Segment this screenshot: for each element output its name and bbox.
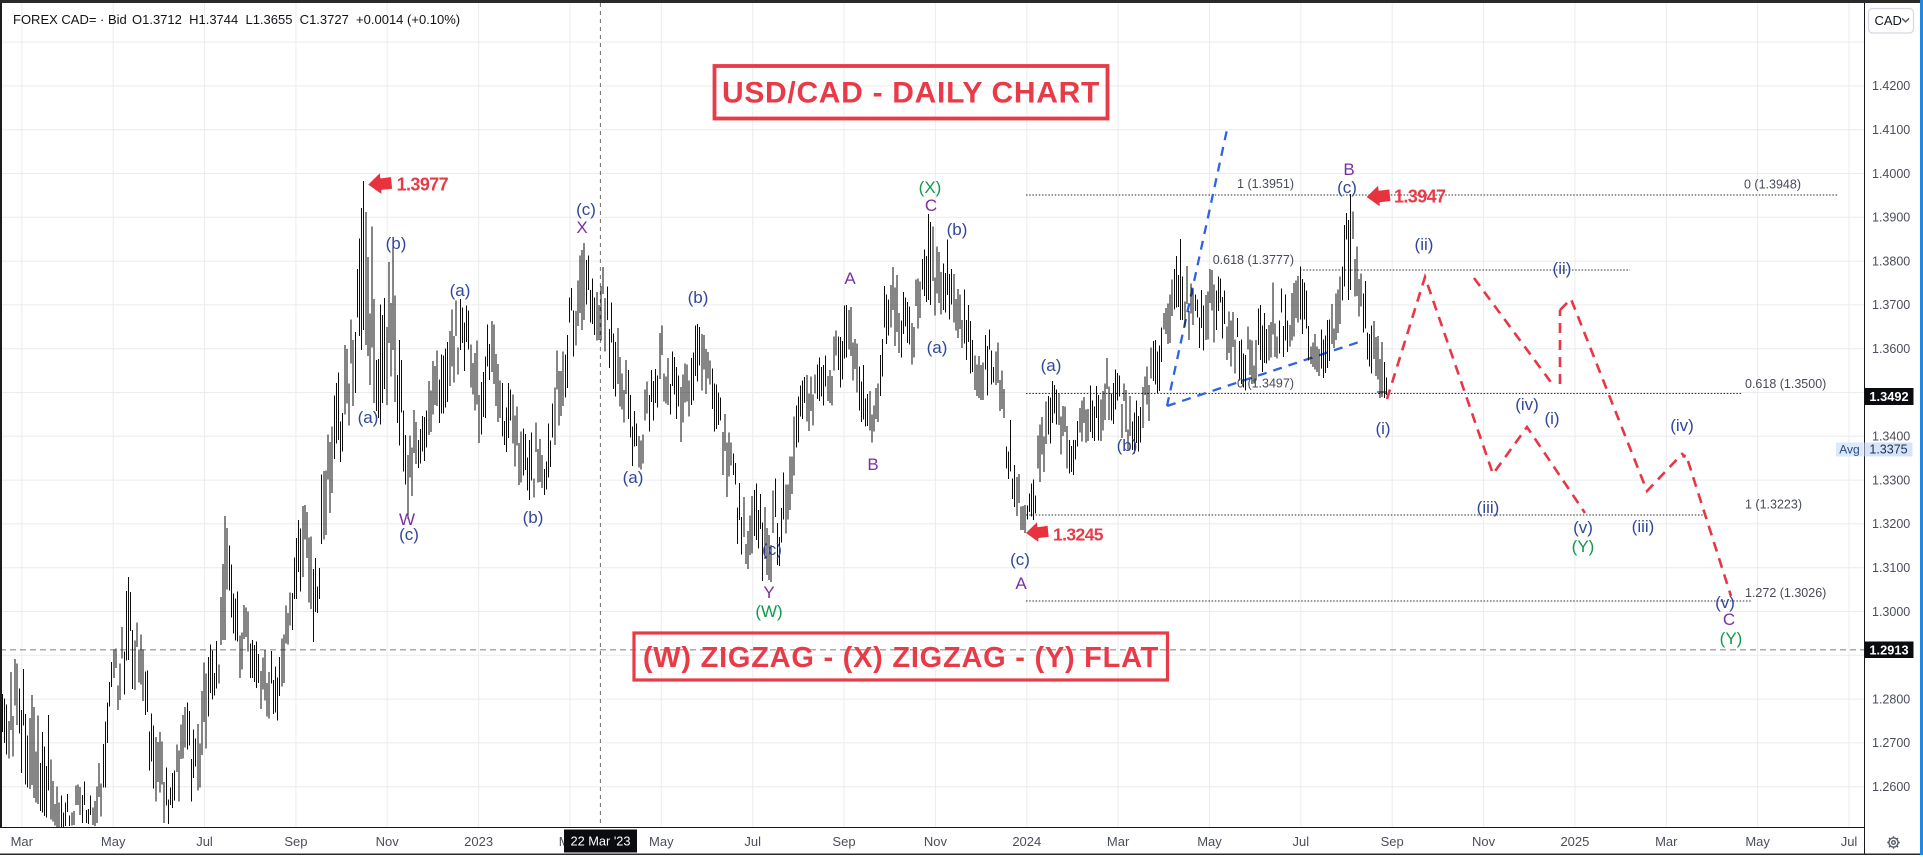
svg-text:USD/CAD - DAILY CHART: USD/CAD - DAILY CHART [722,77,1100,110]
svg-text:0.618 (1.3777): 0.618 (1.3777) [1213,253,1294,267]
svg-text:(iv): (iv) [1670,416,1694,435]
svg-text:(Y): (Y) [1720,629,1743,648]
svg-text:B: B [867,455,878,474]
svg-text:(iii): (iii) [1632,517,1655,536]
svg-text:C: C [1723,610,1735,629]
svg-text:(c): (c) [762,540,782,559]
svg-text:(b): (b) [1117,436,1138,455]
svg-text:O1.3712 H1.3744 L1.3655 C1.: O1.3712 H1.3744 L1.3655 C1.3727 +0.0014 … [132,12,460,27]
svg-text:(X): (X) [919,178,942,197]
svg-text:(c): (c) [399,525,419,544]
svg-text:1.3900: 1.3900 [1872,211,1910,225]
svg-text:Mar: Mar [1655,834,1678,849]
svg-text:X: X [576,218,587,237]
svg-text:(ii): (ii) [1415,235,1434,254]
svg-text:W: W [399,510,415,529]
svg-text:1.3400: 1.3400 [1872,430,1910,444]
svg-text:(W) ZIGZAG - (X) ZIGZAG - (Y): (W) ZIGZAG - (X) ZIGZAG - (Y) FLAT [643,642,1159,674]
svg-text:(b): (b) [688,288,709,307]
svg-text:A: A [844,269,856,288]
svg-text:(a): (a) [1041,356,1062,375]
svg-text:1.2913: 1.2913 [1869,642,1908,657]
svg-text:(c): (c) [1337,178,1357,197]
svg-text:Jul: Jul [744,834,761,849]
svg-text:CAD: CAD [1875,13,1902,28]
svg-text:(i): (i) [1375,419,1390,438]
svg-text:1.2600: 1.2600 [1872,780,1910,794]
svg-text:1 (1.3223): 1 (1.3223) [1745,498,1802,512]
svg-text:1.3700: 1.3700 [1872,298,1910,312]
svg-text:1.3947: 1.3947 [1394,187,1446,207]
svg-text:(b): (b) [386,234,407,253]
svg-text:1.3245: 1.3245 [1053,525,1104,545]
svg-text:2023: 2023 [464,834,493,849]
svg-text:2024: 2024 [1012,834,1041,849]
svg-text:(c): (c) [576,200,596,219]
svg-text:(Y): (Y) [1572,537,1595,556]
svg-text:0.618 (1.3500): 0.618 (1.3500) [1745,377,1826,391]
svg-text:Avg: Avg [1839,442,1859,456]
svg-text:(W): (W) [755,602,782,621]
svg-text:Nov: Nov [924,834,948,849]
svg-text:Sep: Sep [832,834,855,849]
svg-text:1.3300: 1.3300 [1872,473,1910,487]
svg-text:1.3492: 1.3492 [1869,389,1908,404]
svg-text:(v): (v) [1573,518,1593,537]
svg-text:May: May [1197,834,1222,849]
svg-text:(a): (a) [450,281,471,300]
svg-text:1.2700: 1.2700 [1872,736,1910,750]
svg-text:0 (1.3948): 0 (1.3948) [1744,178,1801,192]
svg-text:Mar: Mar [11,834,34,849]
svg-text:(c): (c) [1010,550,1030,569]
svg-text:(v): (v) [1715,593,1735,612]
svg-text:(iv): (iv) [1515,395,1539,414]
svg-text:0 (1.3497): 0 (1.3497) [1237,377,1294,391]
svg-text:1.4000: 1.4000 [1872,167,1910,181]
svg-text:(b): (b) [947,220,968,239]
svg-text:May: May [1745,834,1770,849]
svg-text:1.3200: 1.3200 [1872,517,1910,531]
svg-text:1.2800: 1.2800 [1872,692,1910,706]
svg-text:(iii): (iii) [1477,498,1500,517]
svg-text:2025: 2025 [1560,834,1589,849]
svg-text:1.3600: 1.3600 [1872,342,1910,356]
svg-text:Jul: Jul [1292,834,1309,849]
svg-text:May: May [101,834,126,849]
svg-text:Nov: Nov [376,834,400,849]
svg-text:1.3800: 1.3800 [1872,254,1910,268]
svg-text:1.272 (1.3026): 1.272 (1.3026) [1745,586,1826,600]
svg-text:May: May [649,834,674,849]
svg-text:1.4100: 1.4100 [1872,123,1910,137]
svg-text:Sep: Sep [284,834,307,849]
svg-text:Y: Y [763,583,774,602]
svg-text:Mar: Mar [1107,834,1130,849]
svg-text:(b): (b) [523,508,544,527]
svg-text:A: A [1015,574,1027,593]
svg-text:(a): (a) [927,338,948,357]
svg-text:Nov: Nov [1472,834,1496,849]
svg-text:(a): (a) [358,408,379,427]
svg-text:C: C [925,196,937,215]
svg-text:Sep: Sep [1381,834,1404,849]
svg-text:FOREX CAD= · Bid: FOREX CAD= · Bid [13,12,127,27]
svg-text:B: B [1343,160,1354,179]
svg-text:(i): (i) [1544,409,1559,428]
svg-text:1.3000: 1.3000 [1872,605,1910,619]
svg-text:1.3375: 1.3375 [1869,443,1907,457]
svg-text:1.3100: 1.3100 [1872,561,1910,575]
svg-text:(ii): (ii) [1553,259,1572,278]
svg-text:(a): (a) [623,468,644,487]
svg-text:1 (1.3951): 1 (1.3951) [1237,177,1294,191]
svg-text:22 Mar '23: 22 Mar '23 [570,834,630,849]
svg-text:Jul: Jul [196,834,213,849]
svg-text:1.4200: 1.4200 [1872,79,1910,93]
svg-text:1.3977: 1.3977 [397,175,449,195]
svg-text:Jul: Jul [1841,834,1858,849]
